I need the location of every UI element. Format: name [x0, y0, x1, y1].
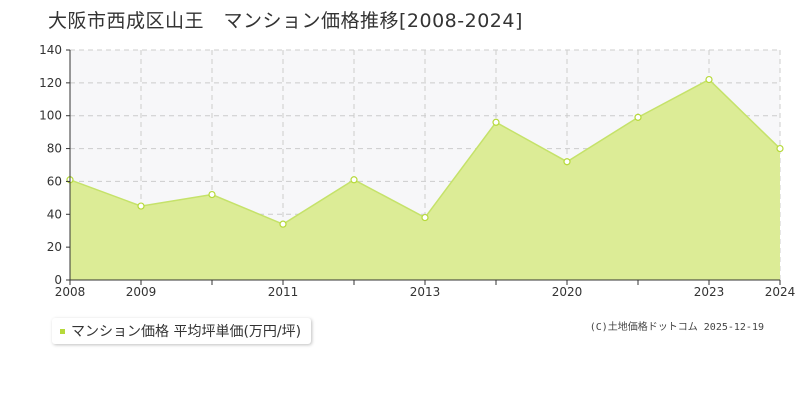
copyright-text: (C)土地価格ドットコム 2025-12-19 [589, 322, 764, 333]
data-point [137, 202, 145, 210]
legend-label: マンション価格 平均坪単価(万円/坪) [71, 324, 302, 340]
legend: マンション価格 平均坪単価(万円/坪) [52, 318, 312, 344]
data-point [705, 75, 713, 84]
y-tick-label: 40 [47, 207, 62, 221]
data-point [634, 113, 642, 121]
x-tick-label: 2009 [126, 285, 157, 299]
data-point [208, 190, 216, 199]
x-tick-label: 2023 [694, 285, 725, 299]
x-tick-label: 2020 [552, 285, 583, 299]
data-point [350, 176, 358, 184]
x-tick-label: 2011 [268, 285, 299, 299]
x-tick-label: 2013 [410, 285, 441, 299]
y-tick-label: 100 [39, 109, 62, 123]
series-area [70, 79, 780, 280]
data-point [492, 118, 500, 126]
data-point [776, 144, 784, 153]
y-tick-label: 20 [47, 240, 62, 254]
legend-swatch-icon [60, 328, 65, 334]
y-tick-label: 140 [39, 43, 62, 57]
data-point [421, 213, 429, 222]
y-tick-label: 80 [47, 142, 62, 156]
chart-title: 大阪市西成区山王 マンション価格推移[2008-2024] [48, 10, 523, 32]
y-tick-label: 0 [54, 273, 62, 287]
y-tick-label: 60 [47, 174, 62, 188]
x-tick-label: 2008 [55, 285, 86, 299]
x-tick-label: 2024 [765, 285, 796, 299]
y-tick-label: 120 [39, 76, 62, 90]
data-point [279, 220, 287, 228]
data-point [563, 158, 571, 166]
